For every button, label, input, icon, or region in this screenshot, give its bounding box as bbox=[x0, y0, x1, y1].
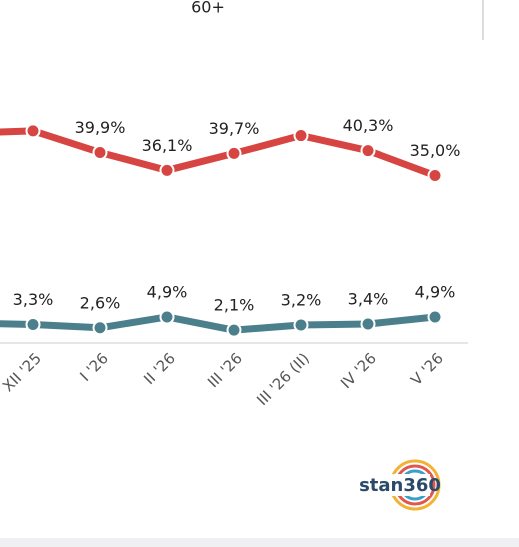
data-label: 4,9% bbox=[415, 282, 456, 301]
point bbox=[360, 316, 376, 332]
point bbox=[226, 322, 242, 338]
data-label: 3,2% bbox=[281, 290, 322, 309]
point bbox=[25, 316, 41, 332]
data-label: 39,7% bbox=[209, 119, 260, 138]
point bbox=[360, 143, 376, 159]
logo-bg bbox=[368, 474, 430, 496]
point bbox=[159, 309, 175, 325]
line bbox=[0, 313, 439, 334]
chart-title: 60+ bbox=[191, 0, 225, 17]
data-label: 36,1% bbox=[142, 136, 193, 155]
point bbox=[92, 320, 108, 336]
data-label: 2,1% bbox=[214, 296, 255, 315]
point bbox=[427, 309, 443, 325]
data-label: 3,4% bbox=[348, 290, 389, 309]
data-label: 40,3% bbox=[343, 116, 394, 135]
data-label: 2,6% bbox=[80, 293, 121, 312]
data-label: 35,0% bbox=[410, 141, 461, 160]
point bbox=[293, 128, 309, 144]
data-label: 3,3% bbox=[13, 290, 54, 309]
logo: stan360 bbox=[359, 475, 441, 496]
point bbox=[427, 168, 443, 183]
point bbox=[293, 317, 309, 333]
point bbox=[159, 162, 175, 178]
point bbox=[226, 145, 242, 161]
data-label: 39,9% bbox=[75, 118, 126, 137]
point bbox=[25, 123, 41, 139]
line bbox=[0, 127, 439, 179]
point bbox=[92, 144, 108, 160]
data-label: 4,9% bbox=[147, 282, 188, 301]
footer-strip bbox=[0, 538, 519, 547]
